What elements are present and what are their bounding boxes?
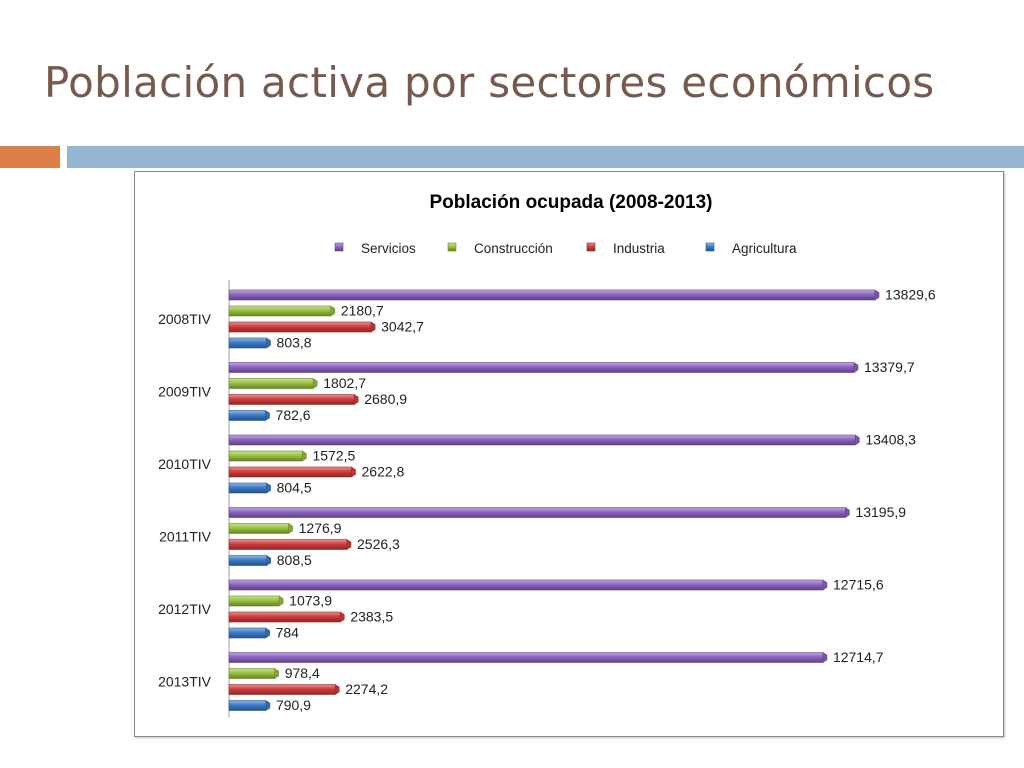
bar-cap-construccion-2012tiv	[278, 595, 284, 607]
value-label-industria-2008tiv: 3042,7	[381, 319, 424, 335]
bar-agricultura-2013tiv	[228, 700, 267, 711]
legend-label-industria: Industria	[613, 241, 665, 256]
y-tick-label: 2013TIV	[158, 674, 212, 690]
value-label-servicios-2009tiv: 13379,7	[864, 359, 915, 375]
bar-construccion-2011tiv	[228, 523, 289, 534]
value-label-agricultura-2013tiv: 790,9	[276, 697, 311, 713]
legend-label-agricultura: Agricultura	[732, 241, 797, 256]
bar-construccion-2008tiv	[228, 305, 332, 317]
bar-agricultura-2012tiv	[228, 627, 266, 639]
bar-agricultura-2011tiv	[228, 555, 268, 566]
bar-construccion-2010tiv	[228, 450, 303, 462]
value-label-industria-2010tiv: 2622,8	[362, 464, 405, 480]
bar-cap-construccion-2008tiv	[330, 305, 336, 317]
value-label-servicios-2012tiv: 12715,6	[833, 577, 884, 593]
value-label-agricultura-2011tiv: 808,5	[277, 552, 312, 568]
y-tick-label: 2009TIV	[158, 384, 212, 400]
bar-cap-servicios-2013tiv	[822, 652, 828, 663]
slide-title: Población activa por sectores económicos	[44, 58, 935, 107]
chart-frame: Población ocupada (2008-2013) Servicios C…	[134, 171, 1004, 737]
value-label-construccion-2010tiv: 1572,5	[312, 448, 355, 464]
value-label-servicios-2010tiv: 13408,3	[865, 432, 916, 448]
bar-cap-agricultura-2013tiv	[265, 700, 271, 711]
bar-agricultura-2010tiv	[228, 482, 267, 494]
bar-servicios-2009tiv	[228, 362, 855, 373]
bar-cap-agricultura-2012tiv	[265, 627, 270, 639]
bar-industria-2011tiv	[228, 539, 348, 550]
legend-swatch-agricultura	[705, 242, 715, 252]
bar-cap-construccion-2013tiv	[274, 668, 279, 679]
bar-cap-servicios-2012tiv	[822, 579, 828, 591]
legend-label-servicios: Servicios	[361, 241, 416, 256]
value-label-construccion-2013tiv: 978,4	[285, 665, 320, 681]
bar-industria-2013tiv	[228, 684, 336, 695]
bar-cap-industria-2008tiv	[370, 321, 376, 333]
bar-industria-2010tiv	[228, 466, 352, 478]
bar-servicios-2013tiv	[228, 652, 824, 663]
value-label-construccion-2011tiv: 1276,9	[299, 520, 342, 536]
bar-cap-industria-2011tiv	[346, 539, 352, 550]
bar-cap-servicios-2009tiv	[853, 362, 859, 373]
value-label-agricultura-2008tiv: 803,8	[277, 335, 312, 351]
bar-servicios-2010tiv	[228, 434, 856, 446]
bar-cap-construccion-2009tiv	[312, 378, 318, 389]
legend-swatch-construccion	[447, 242, 457, 252]
bar-chart: Población ocupada (2008-2013) Servicios C…	[158, 192, 936, 717]
value-label-construccion-2009tiv: 1802,7	[323, 375, 366, 391]
bar-cap-industria-2013tiv	[334, 684, 340, 695]
bar-cap-construccion-2010tiv	[302, 450, 307, 462]
y-tick-label: 2008TIV	[158, 311, 212, 327]
bar-cap-servicios-2010tiv	[855, 434, 860, 446]
bar-agricultura-2009tiv	[228, 410, 266, 421]
value-label-agricultura-2010tiv: 804,5	[277, 480, 312, 496]
bar-construccion-2013tiv	[228, 668, 276, 679]
y-tick-label: 2010TIV	[158, 456, 212, 472]
bar-industria-2012tiv	[228, 611, 341, 623]
bar-industria-2009tiv	[228, 394, 355, 405]
bar-cap-industria-2012tiv	[340, 611, 345, 623]
legend-swatch-servicios	[334, 242, 344, 252]
value-label-construccion-2012tiv: 1073,9	[289, 593, 332, 609]
value-label-servicios-2008tiv: 13829,6	[885, 287, 936, 303]
bar-servicios-2012tiv	[228, 579, 824, 591]
bar-servicios-2011tiv	[228, 507, 846, 518]
value-label-industria-2011tiv: 2526,3	[357, 536, 400, 552]
bar-cap-agricultura-2010tiv	[266, 482, 271, 494]
value-label-agricultura-2009tiv: 782,6	[276, 407, 311, 423]
value-label-industria-2009tiv: 2680,9	[364, 391, 407, 407]
accent-bar-blue	[67, 146, 1024, 168]
value-label-servicios-2011tiv: 13195,9	[855, 504, 906, 520]
bar-industria-2008tiv	[228, 321, 372, 333]
legend-swatch-industria	[586, 242, 596, 252]
bar-cap-agricultura-2008tiv	[266, 337, 271, 349]
value-label-industria-2012tiv: 2383,5	[350, 609, 393, 625]
value-label-construccion-2008tiv: 2180,7	[341, 303, 384, 319]
bar-cap-servicios-2011tiv	[845, 507, 850, 518]
bar-cap-industria-2009tiv	[353, 394, 359, 405]
bar-cap-construccion-2011tiv	[288, 523, 293, 534]
bar-construccion-2009tiv	[228, 378, 314, 389]
accent-bar-orange	[0, 146, 60, 168]
y-tick-label: 2011TIV	[159, 529, 212, 545]
y-tick-label: 2012TIV	[158, 601, 212, 617]
chart-title: Población ocupada (2008-2013)	[430, 192, 713, 213]
bar-construccion-2012tiv	[228, 595, 280, 607]
bar-cap-agricultura-2011tiv	[266, 555, 272, 566]
bar-servicios-2008tiv	[228, 289, 876, 301]
bar-cap-industria-2010tiv	[351, 466, 356, 478]
bar-agricultura-2008tiv	[228, 337, 267, 349]
bar-cap-servicios-2008tiv	[874, 289, 880, 301]
value-label-industria-2013tiv: 2274,2	[345, 681, 388, 697]
chart-legend: Servicios Construcción Industria Agricultur…	[334, 241, 797, 256]
value-label-agricultura-2012tiv: 784	[276, 625, 300, 641]
legend-label-construccion: Construcción	[474, 241, 553, 256]
value-label-servicios-2013tiv: 12714,7	[833, 649, 884, 665]
bar-cap-agricultura-2009tiv	[265, 410, 270, 421]
